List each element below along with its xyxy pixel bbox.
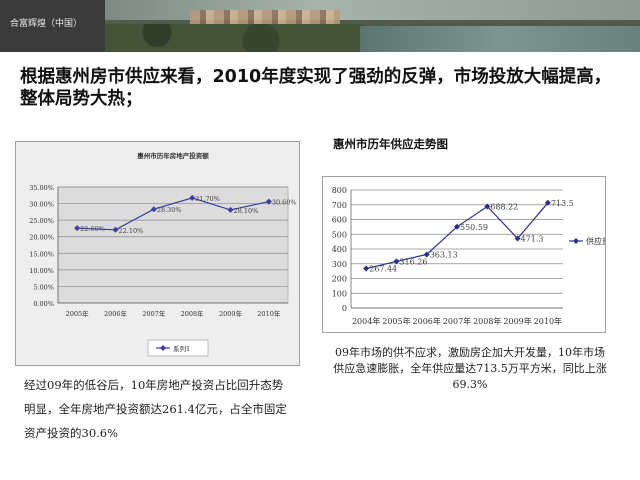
x-tick-label: 2008年 <box>181 309 205 318</box>
x-tick-label: 2010年 <box>257 309 281 318</box>
y-tick-label: 300 <box>332 260 347 269</box>
legend-label: 系列1 <box>173 344 190 353</box>
data-label: 471.3 <box>521 234 544 243</box>
headline: 根据惠州房市供应来看，2010年度实现了强劲的反弹，市场投放大幅提高，整体局势大… <box>20 67 612 109</box>
investment-analysis-text: 经过09年的低谷后，10年房地产投资占比回升态势明显，全年房地产投资额达261.… <box>24 378 287 440</box>
data-label: 22.10% <box>119 227 144 235</box>
y-tick-label: 10.00% <box>29 267 54 275</box>
y-tick-label: 700 <box>332 201 347 210</box>
supply-chart: 800 700 600 500 400 300 200 100 0 2004年 2005年 2006年… <box>332 186 610 326</box>
data-point <box>393 258 400 265</box>
data-point <box>112 226 119 233</box>
data-point <box>484 203 491 210</box>
x-tick-label: 2005年 <box>382 316 410 326</box>
x-tick-label: 2009年 <box>503 316 531 326</box>
investment-chart: 惠州市历年房地产投资额 35.00% 30.00% 25.00% 20.00% 15.00… <box>29 151 297 357</box>
data-label: 28.30% <box>157 206 182 214</box>
data-label: 22.60% <box>80 225 105 233</box>
data-label: 267.44 <box>369 265 397 274</box>
legend-marker <box>573 238 579 244</box>
company-title: 合富辉煌（中国） <box>10 19 83 29</box>
legend-label: 供应量 <box>586 236 605 246</box>
legend-box <box>147 339 209 357</box>
y-tick-label: 800 <box>332 186 347 195</box>
data-point <box>454 223 460 230</box>
data-label: 31.70% <box>195 195 220 203</box>
y-tick-label: 20.00% <box>29 234 54 242</box>
y-tick-label: 200 <box>332 275 347 284</box>
x-tick-label: 2008年 <box>473 316 501 326</box>
data-label: 550.59 <box>460 223 488 232</box>
banner-sky <box>105 0 640 20</box>
y-tick-label: 400 <box>332 245 347 254</box>
supply-analysis-text: 09年市场的供不应求，激励房企加大开发量，10年市场供应急速膨胀，全年供应量达7… <box>333 346 607 391</box>
x-tick-label: 2004年 <box>352 316 380 326</box>
y-tick-label: 30.00% <box>29 201 54 209</box>
data-label: 316.26 <box>399 257 427 266</box>
data-point <box>265 198 272 205</box>
supply-chart-title: 惠州市历年供应走势图 <box>333 137 448 151</box>
data-label: 713.5 <box>551 199 574 208</box>
data-point <box>363 265 370 272</box>
x-tick-label: 2006年 <box>104 309 128 318</box>
x-tick-label: 2006年 <box>413 316 441 326</box>
investment-chart-panel: 惠州市历年房地产投资额 35.00% 30.00% 25.00% 20.00% 15.00… <box>15 141 300 366</box>
data-point <box>423 251 430 258</box>
data-label: 30.60% <box>272 199 297 207</box>
data-label: 363.13 <box>430 250 458 259</box>
chart-title: 惠州市历年房地产投资额 <box>137 151 209 160</box>
x-tick-label: 2005年 <box>66 309 90 318</box>
data-label: 688.22 <box>490 202 518 211</box>
y-tick-label: 500 <box>332 230 347 239</box>
data-point <box>514 235 521 242</box>
legend-marker <box>160 345 166 351</box>
y-tick-label: 0 <box>342 304 347 313</box>
header-banner: 合富辉煌（中国） <box>0 0 640 52</box>
data-point <box>544 199 551 206</box>
banner-trees-image <box>105 24 365 52</box>
y-tick-label: 25.00% <box>29 217 54 225</box>
y-tick-label: 35.00% <box>29 184 54 192</box>
banner-dark-panel <box>0 0 105 52</box>
y-tick-label: 5.00% <box>33 283 54 291</box>
x-tick-label: 2007年 <box>443 316 471 326</box>
x-tick-label: 2007年 <box>142 309 166 318</box>
y-tick-label: 15.00% <box>29 250 54 258</box>
y-tick-label: 100 <box>332 289 347 298</box>
data-point <box>227 206 234 213</box>
x-tick-label: 2009年 <box>219 309 243 318</box>
data-point <box>150 206 157 213</box>
supply-chart-panel: 800 700 600 500 400 300 200 100 0 2004年 2005年 2006年… <box>322 176 610 333</box>
x-tick-label: 2010年 <box>534 316 562 326</box>
series-line <box>77 197 269 231</box>
y-tick-label: 600 <box>332 216 347 225</box>
y-tick-label: 0.00% <box>33 300 54 308</box>
banner-water-image <box>360 26 640 52</box>
data-point <box>189 194 196 201</box>
data-point <box>74 225 81 232</box>
data-label: 28.10% <box>234 207 259 215</box>
